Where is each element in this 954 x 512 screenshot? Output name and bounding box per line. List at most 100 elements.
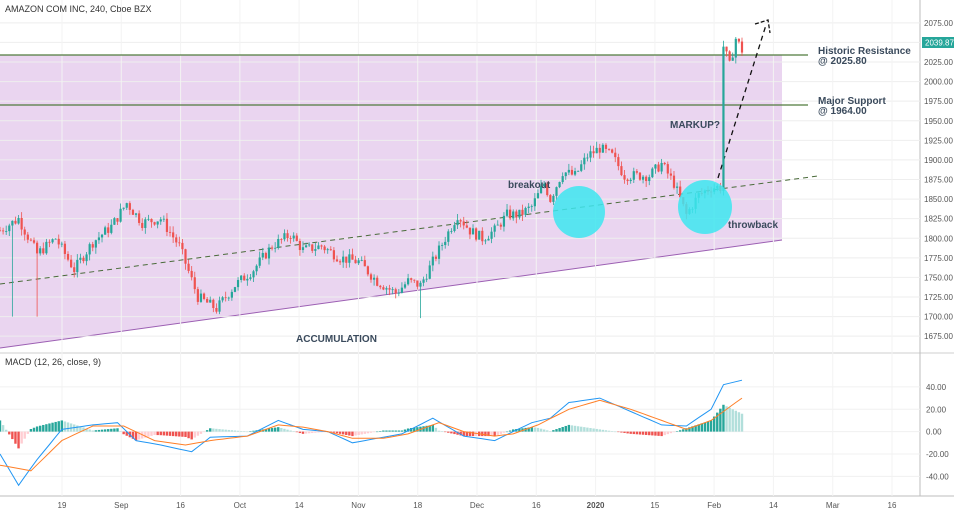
macd-histogram-bar [311,431,314,434]
macd-histogram-bar [422,426,425,432]
macd-histogram-bar [725,406,728,432]
candle-body [227,297,230,299]
price-tick-label: 1925.00 [924,136,953,145]
macd-histogram-bar [205,430,209,432]
candle-body [645,176,648,182]
candle-body [679,186,682,198]
macd-histogram-bar [484,431,487,437]
candle-body [737,38,741,42]
macd-histogram-bar [236,430,240,432]
macd-histogram-bar [196,431,200,436]
candle-body [63,243,67,254]
macd-histogram-bar [375,431,379,433]
macd-histogram-bar [35,426,39,432]
macd-histogram-bar [660,431,663,437]
candle-body [471,228,475,235]
macd-histogram-bar [431,424,435,432]
macd-histogram-bar [666,431,669,435]
macd-histogram-bar [199,431,203,434]
macd-histogram-bar [573,425,577,432]
candle-body [100,234,104,238]
macd-histogram-bar [178,431,181,437]
candle-body [450,230,453,232]
candle-body [323,246,326,251]
candle-body [184,249,187,264]
macd-histogram-bar [536,427,540,432]
macd-histogram-bar [351,431,354,437]
macd-histogram-bar [69,423,73,432]
price-tick-label: 1950.00 [924,117,953,126]
macd-histogram-bar [737,412,741,432]
macd-histogram-bar [85,428,88,432]
macd-histogram-bar [100,429,104,432]
candle-body [354,259,357,264]
time-tick-label: 14 [295,501,304,510]
candle-body [317,245,320,250]
macd-histogram-bar [97,429,101,432]
macd-histogram-bar [394,430,397,432]
candle-body [512,211,515,219]
candle-body [403,284,407,288]
candle-body [731,57,734,61]
macd-histogram-bar [641,431,645,435]
candle-body [521,209,524,215]
candle-body [632,171,635,180]
candle-body [45,241,48,254]
candle-body [456,220,459,226]
macd-histogram-bar [567,424,571,432]
candle-body [277,238,280,248]
time-tick-label: Sep [114,501,129,510]
candle-body [162,218,165,220]
macd-histogram-bar [549,431,552,432]
macd-histogram-bar [694,425,697,432]
macd-histogram-bar [221,429,224,432]
candle-body [23,229,26,235]
macd-histogram-bar [700,423,704,432]
candle-body [351,254,354,260]
candle-body [478,230,481,240]
macd-histogram-bar [283,428,286,432]
time-tick-label: Nov [351,501,365,510]
candle-body [218,300,221,312]
macd-histogram-bar [703,422,707,432]
candle-body [107,227,110,233]
macd-histogram-bar [731,409,734,432]
candle-body [651,168,654,178]
macd-histogram-bar [502,431,506,433]
candle-body [663,162,666,165]
macd-histogram-bar [413,427,416,432]
macd-histogram-bar [150,431,153,436]
price-tick-label: 1825.00 [924,215,953,224]
macd-histogram-bar [648,431,651,436]
macd-histogram-bar [209,428,212,432]
candle-body [369,274,373,280]
candle-body [261,252,264,258]
candle-body [267,247,271,259]
candle-body [379,285,382,288]
candle-body [589,151,592,158]
candle-body [209,299,212,303]
candle-body [617,157,620,167]
candle-body [60,243,63,245]
macd-histogram-bar [215,428,218,432]
annotation-historic-resistance-value: @ 2025.80 [818,56,867,67]
candle-body [5,231,8,232]
price-marker-label: 2039.87 [925,39,954,48]
breakout-circle [553,186,605,238]
candle-body [505,209,509,216]
macd-histogram-bar [672,431,676,433]
macd-histogram-bar [341,431,345,435]
macd-histogram-bar [292,431,295,432]
macd-histogram-bar [685,428,688,432]
candle-body [725,46,728,52]
candle-body [434,256,438,259]
candle-body [224,297,227,299]
macd-histogram-bar [66,422,70,432]
time-tick-label: 14 [769,501,778,510]
candle-body [42,248,45,254]
macd-histogram-bar [184,431,187,437]
macd-histogram-bar [1,425,5,432]
macd-histogram-bar [555,429,558,432]
